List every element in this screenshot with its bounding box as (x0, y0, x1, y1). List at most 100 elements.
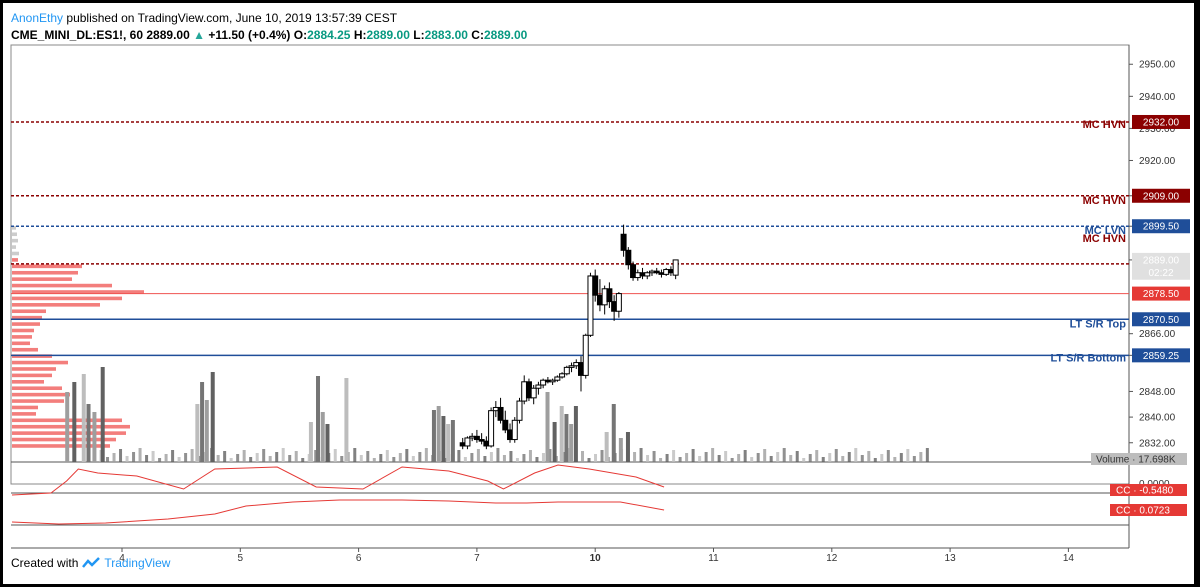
volume-bar (509, 451, 513, 462)
volume-bar (249, 457, 253, 462)
tradingview-brand[interactable]: TradingView (104, 556, 171, 570)
volume-bar (177, 457, 181, 462)
cc-line-2 (11, 499, 665, 525)
volume-bar (886, 450, 890, 462)
candle-down (478, 439, 485, 442)
volume-profile-bar (12, 328, 34, 333)
level-label: MC LVN (1085, 225, 1126, 237)
volume-bar (678, 457, 682, 462)
candle-up (587, 275, 594, 336)
level-price-tag (1132, 188, 1190, 203)
volume-bar (711, 448, 715, 462)
volume-bar (436, 406, 441, 462)
volume-bar (552, 422, 557, 462)
volume-bar (340, 456, 344, 462)
candle-down (497, 406, 504, 421)
volume-bar (190, 449, 194, 462)
volume-profile-bar (12, 258, 18, 262)
volume-profile-bar (12, 399, 64, 403)
level-price-tag (1132, 348, 1190, 363)
volume-profile-bar (12, 283, 112, 288)
candle-up (554, 376, 561, 381)
volume-bar (691, 449, 695, 462)
volume-bar (431, 410, 436, 462)
price-tick-label: 2950.00 (1139, 60, 1176, 71)
volume-bar (405, 449, 409, 462)
candle-up (582, 334, 589, 376)
volume-bar (112, 453, 116, 462)
candle-up (535, 384, 542, 389)
volume-bar (489, 452, 493, 462)
volume-bar (204, 400, 209, 462)
volume-bar (308, 422, 313, 462)
footer: Created with TradingView (11, 556, 170, 570)
volume-bar (808, 454, 812, 462)
volume-bar (750, 457, 754, 462)
candle-up (568, 365, 575, 368)
price-chart[interactable]: 2950.00 2940.00 2930.00 2920.00 2909.00 2899.… (3, 3, 1194, 584)
volume-profile-bar (12, 360, 68, 365)
volume-bar (151, 451, 155, 462)
volume-bar (301, 458, 305, 462)
author-name[interactable]: AnonEthy (11, 11, 64, 25)
price-tag (1132, 252, 1190, 267)
price-tick-label: 2940.00 (1139, 92, 1176, 103)
volume-bar (535, 457, 539, 462)
created-with-text: Created with (11, 556, 79, 570)
candle-up (516, 400, 523, 421)
volume-bar (573, 406, 578, 462)
level-price-tag (1132, 114, 1190, 129)
volume-bar (834, 449, 838, 462)
volume-bar (92, 412, 97, 462)
volume-bar (100, 367, 105, 462)
candle-down (592, 275, 599, 296)
volume-bar (81, 374, 86, 462)
publish-info: AnonEthy published on TradingView.com, J… (11, 11, 397, 25)
volume-bar (795, 451, 799, 462)
open-value: 2884.25 (307, 28, 351, 42)
volume-bar (730, 458, 734, 462)
volume-bar (789, 455, 793, 462)
low-label: L: (413, 28, 425, 42)
level-price-tag-text: 2932.00 (1143, 117, 1180, 128)
volume-bar (379, 454, 383, 462)
volume-bar (483, 456, 487, 462)
volume-profile-bar (12, 347, 38, 352)
volume-bar (594, 454, 598, 462)
volume-bar (132, 452, 136, 462)
volume-bar (496, 448, 500, 462)
volume-label-bg (1091, 453, 1187, 465)
volume-bar (802, 458, 806, 462)
volume-bar (854, 448, 858, 462)
price-tick-label: 2866.00 (1139, 329, 1176, 340)
volume-bar (776, 452, 780, 462)
volume-bar (611, 404, 616, 462)
volume-profile-bar (12, 405, 38, 410)
volume-bar (119, 449, 123, 462)
volume-bar (912, 456, 916, 462)
level-price-tag-text: 2909.00 (1143, 191, 1180, 202)
volume-profile-bar (12, 386, 62, 391)
indicator1-tag (1110, 484, 1187, 496)
volume-bar (294, 451, 298, 462)
indicator1-value: CC · -0.5480 (1116, 486, 1174, 497)
volume-bar (528, 450, 532, 462)
volume-bar (158, 458, 162, 462)
volume-bar (184, 453, 188, 462)
volume-bar (665, 454, 669, 462)
volume-bar (639, 448, 643, 462)
volume-bar (275, 452, 279, 462)
volume-bar (344, 378, 349, 462)
level-price-tag-text: 2859.25 (1143, 351, 1180, 362)
time-tick-label: 11 (708, 553, 719, 564)
time-tick-label: 13 (945, 553, 957, 564)
volume-bar (652, 451, 656, 462)
volume-bar (925, 448, 929, 462)
published-text: published on TradingView.com, June 10, 2… (66, 11, 398, 25)
time-tick-label: 7 (474, 553, 480, 564)
symbol-info: CME_MINI_DL:ES1!, 60 2889.00 ▲ +11.50 (+… (11, 28, 527, 42)
candle-down (653, 270, 660, 274)
volume-bar (457, 450, 461, 462)
volume-bar (756, 453, 760, 462)
candle-down (625, 249, 632, 266)
